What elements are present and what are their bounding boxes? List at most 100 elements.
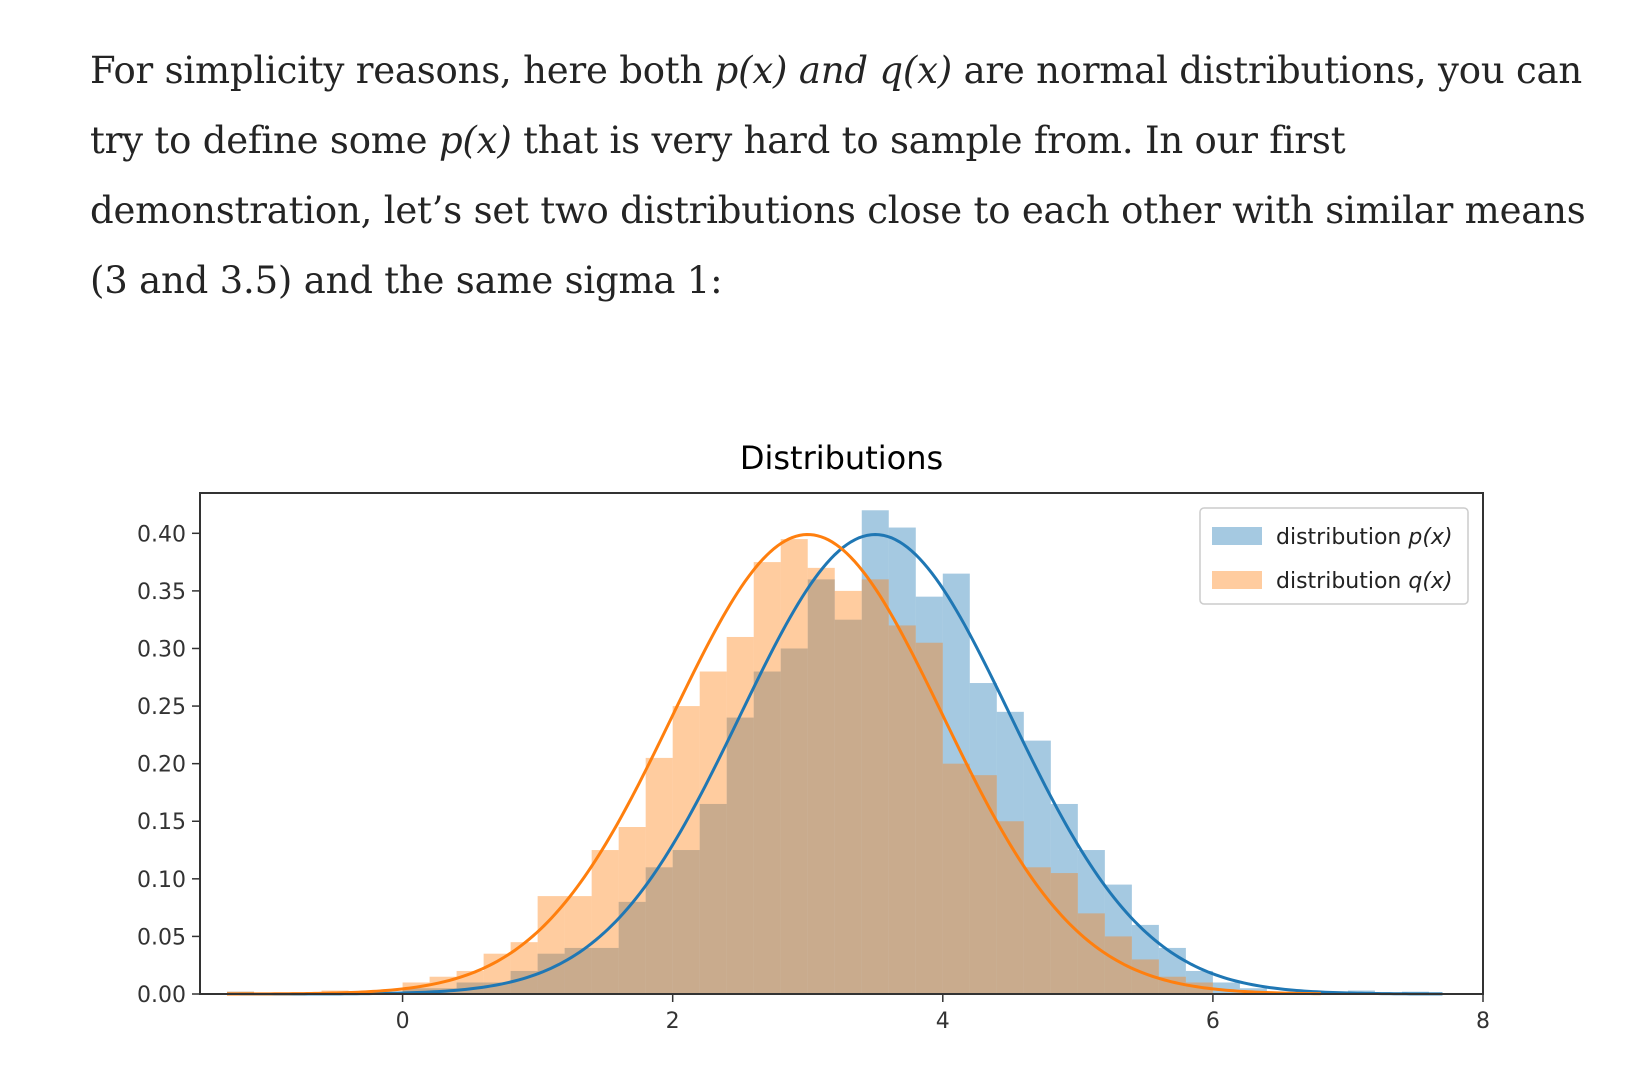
hist-bar-q — [510, 942, 538, 994]
hist-bar-q — [726, 636, 754, 994]
paragraph-math: p(x) and q(x) — [714, 49, 953, 92]
hist-bar-p — [969, 683, 997, 994]
hist-bar-p — [699, 803, 727, 994]
hist-bar-q — [591, 850, 619, 994]
hist-bar-p — [1347, 990, 1375, 994]
hist-bar-q — [227, 991, 255, 994]
hist-bar-q — [1104, 936, 1132, 994]
hist-bar-q — [645, 757, 673, 994]
series-q-bars — [227, 539, 1213, 994]
y-tick-label: 0.25 — [137, 695, 186, 720]
hist-bar-p — [942, 573, 970, 994]
y-tick-label: 0.05 — [137, 925, 186, 950]
legend-box — [1199, 507, 1469, 605]
legend-swatch-p — [1212, 527, 1262, 545]
plot-frame — [199, 492, 1484, 995]
legend-text: distribution — [1276, 525, 1408, 550]
hist-bar-p — [1158, 947, 1186, 994]
hist-bar-p — [888, 527, 916, 994]
hist-bar-q — [1158, 976, 1186, 994]
hist-bar-p — [753, 671, 781, 994]
hist-bar-p — [915, 596, 943, 994]
hist-bar-p — [1050, 803, 1078, 994]
hist-bar-p — [1185, 970, 1213, 994]
hist-bar-p — [1131, 924, 1159, 994]
y-tick-label: 0.10 — [137, 868, 186, 893]
hist-bar-q — [1131, 959, 1159, 994]
hist-bar-q — [1050, 873, 1078, 994]
legend-label-q: distribution q(x) — [1276, 569, 1453, 594]
hist-bar-p — [1212, 982, 1240, 994]
hist-bar-q — [483, 953, 511, 994]
x-tick-label: 0 — [396, 1009, 410, 1034]
hist-bar-p — [807, 579, 835, 994]
hist-bar-q — [672, 706, 700, 994]
hist-bar-q — [618, 827, 646, 994]
hist-bar-p — [1077, 850, 1105, 994]
hist-bar-p — [1104, 884, 1132, 994]
kde-lines — [227, 533, 1443, 996]
x-tick-label: 8 — [1476, 1009, 1490, 1034]
legend: distribution p(x) distribution q(x) — [1199, 507, 1469, 605]
legend-text: distribution — [1276, 569, 1408, 594]
legend-label-p: distribution p(x) — [1276, 525, 1453, 550]
hist-bar-q — [1185, 982, 1213, 994]
hist-bar-p — [1239, 988, 1267, 994]
hist-bar-p — [591, 947, 619, 994]
hist-bar-p — [618, 901, 646, 994]
hist-bar-q — [537, 896, 565, 994]
hist-bar-p — [564, 947, 592, 994]
hist-bar-p — [429, 988, 457, 994]
hist-bar-p — [537, 953, 565, 994]
hist-bar-q — [861, 579, 889, 994]
hist-bar-q — [753, 562, 781, 994]
hist-bar-q — [915, 642, 943, 994]
paragraph-text: For simplicity reasons, here both — [90, 49, 715, 92]
hist-bar-q — [564, 896, 592, 994]
hist-bar-p — [672, 850, 700, 994]
article-paragraph: For simplicity reasons, here both p(x) a… — [90, 36, 1590, 316]
x-tick-label: 6 — [1206, 1009, 1220, 1034]
legend-math: p(x) — [1407, 525, 1452, 550]
series-p-bars — [227, 510, 1429, 994]
hist-bar-q — [969, 775, 997, 994]
hist-bar-q — [699, 671, 727, 994]
y-tick-label: 0.00 — [137, 983, 186, 1008]
hist-bar-q — [996, 821, 1024, 994]
hist-bar-p — [780, 648, 808, 994]
hist-bar-p — [510, 970, 538, 994]
paragraph-text: are normal distributions, you can try to… — [90, 49, 1583, 162]
hist-bar-q — [888, 625, 916, 994]
hist-bar-p — [483, 982, 511, 994]
axes: 0.00 0.05 0.10 0.15 0.20 0.25 0.30 0.35 0.40 0 2 4 6… — [137, 492, 1490, 1034]
hist-bar-q — [1077, 913, 1105, 994]
y-tick-label: 0.40 — [137, 522, 186, 547]
chart-title: Distributions — [740, 439, 943, 477]
hist-bar-q — [402, 982, 430, 994]
y-tick-label: 0.35 — [137, 580, 186, 605]
legend-swatch-q — [1212, 571, 1262, 589]
x-tick-label: 2 — [666, 1009, 680, 1034]
hist-bar-q — [807, 567, 835, 994]
hist-bar-q — [456, 970, 484, 994]
hist-bar-q — [1023, 867, 1051, 994]
hist-bar-p — [227, 991, 255, 994]
hist-bar-p — [645, 867, 673, 994]
hist-bar-q — [780, 539, 808, 994]
paragraph-math: p(x) — [438, 119, 512, 162]
hist-bar-q — [321, 990, 349, 994]
kde-line-p — [227, 533, 1443, 996]
hist-bar-p — [456, 982, 484, 994]
hist-bar-q — [429, 976, 457, 994]
paragraph-text: that is very hard to sample from. In our… — [90, 119, 1586, 302]
hist-bar-p — [726, 717, 754, 994]
hist-bar-p — [402, 988, 430, 994]
hist-bar-p — [1023, 740, 1051, 994]
y-tick-label: 0.20 — [137, 753, 186, 778]
y-tick-label: 0.30 — [137, 637, 186, 662]
y-tick-label: 0.15 — [137, 810, 186, 835]
hist-bar-p — [996, 711, 1024, 994]
x-tick-label: 4 — [936, 1009, 950, 1034]
hist-bar-p — [861, 510, 889, 994]
kde-line-q — [227, 533, 1321, 996]
